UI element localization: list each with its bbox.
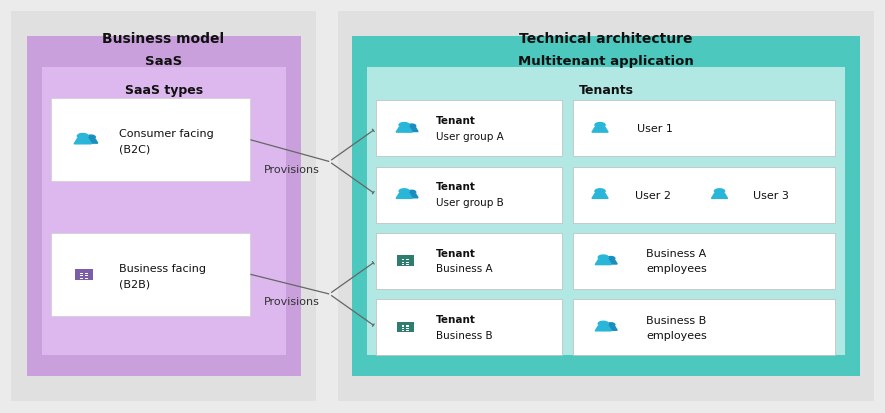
- Polygon shape: [396, 128, 412, 133]
- Bar: [573, 299, 835, 355]
- Text: Business facing: Business facing: [119, 263, 205, 273]
- Circle shape: [607, 257, 615, 261]
- Bar: [376, 299, 562, 355]
- Circle shape: [598, 321, 608, 326]
- Bar: [51, 233, 250, 316]
- Text: Tenant: Tenant: [436, 182, 476, 192]
- Polygon shape: [405, 128, 418, 132]
- Bar: [81, 278, 83, 279]
- Text: Provisions: Provisions: [264, 297, 320, 306]
- Polygon shape: [604, 261, 617, 264]
- Text: Business A: Business A: [436, 263, 493, 274]
- Circle shape: [408, 191, 416, 195]
- Bar: [573, 101, 835, 157]
- Bar: [402, 260, 404, 261]
- Bar: [85, 278, 88, 279]
- Bar: [11, 12, 316, 401]
- Polygon shape: [592, 128, 608, 133]
- Bar: [376, 101, 562, 157]
- Text: Technical architecture: Technical architecture: [519, 32, 693, 46]
- Text: User group B: User group B: [436, 197, 504, 208]
- Bar: [27, 37, 301, 376]
- Circle shape: [399, 189, 409, 194]
- Bar: [367, 68, 845, 355]
- Bar: [352, 37, 860, 376]
- Bar: [406, 328, 409, 329]
- Bar: [402, 328, 404, 329]
- Bar: [573, 167, 835, 223]
- Bar: [397, 322, 413, 333]
- Bar: [376, 233, 562, 289]
- Text: User group A: User group A: [436, 131, 504, 142]
- Bar: [85, 275, 88, 277]
- Circle shape: [607, 323, 615, 327]
- Polygon shape: [596, 326, 612, 331]
- Bar: [406, 264, 409, 266]
- Text: (B2C): (B2C): [119, 145, 150, 154]
- Text: Tenant: Tenant: [436, 248, 476, 258]
- Bar: [573, 233, 835, 289]
- Circle shape: [714, 189, 725, 194]
- Text: employees: employees: [646, 263, 707, 274]
- Bar: [397, 256, 413, 267]
- Bar: [85, 273, 88, 274]
- Text: employees: employees: [646, 330, 707, 340]
- Text: Consumer facing: Consumer facing: [119, 129, 213, 139]
- Text: Business B: Business B: [436, 330, 493, 340]
- Text: SaaS: SaaS: [145, 55, 182, 67]
- Polygon shape: [396, 194, 412, 199]
- Bar: [42, 68, 286, 355]
- Text: Business B: Business B: [646, 315, 706, 325]
- Polygon shape: [592, 194, 608, 199]
- Bar: [406, 262, 409, 263]
- Bar: [75, 269, 93, 280]
- Text: User 3: User 3: [753, 190, 789, 200]
- Circle shape: [595, 189, 605, 194]
- Circle shape: [87, 136, 96, 140]
- Bar: [338, 12, 874, 401]
- Bar: [402, 326, 404, 327]
- Bar: [376, 167, 562, 223]
- Text: Business model: Business model: [103, 32, 224, 46]
- Bar: [406, 326, 409, 327]
- Polygon shape: [596, 260, 612, 265]
- Bar: [81, 273, 83, 274]
- Circle shape: [595, 123, 605, 128]
- Polygon shape: [604, 327, 617, 330]
- Circle shape: [399, 123, 409, 128]
- Text: Multitenant application: Multitenant application: [519, 55, 694, 67]
- Polygon shape: [74, 139, 91, 145]
- Circle shape: [77, 134, 88, 139]
- Text: Business A: Business A: [646, 249, 706, 259]
- Text: SaaS types: SaaS types: [125, 84, 204, 97]
- Circle shape: [408, 125, 416, 128]
- Text: Provisions: Provisions: [264, 164, 320, 174]
- Bar: [406, 330, 409, 332]
- Bar: [406, 260, 409, 261]
- Bar: [402, 262, 404, 263]
- Bar: [402, 330, 404, 332]
- Polygon shape: [405, 195, 418, 198]
- Bar: [51, 99, 250, 182]
- Polygon shape: [712, 194, 727, 199]
- Text: Tenants: Tenants: [579, 84, 634, 97]
- Text: Tenant: Tenant: [436, 314, 476, 324]
- Bar: [402, 264, 404, 266]
- Polygon shape: [84, 140, 97, 144]
- Text: User 1: User 1: [637, 124, 673, 134]
- Text: (B2B): (B2B): [119, 279, 150, 289]
- Circle shape: [598, 255, 608, 260]
- Text: User 2: User 2: [635, 190, 672, 200]
- Text: Tenant: Tenant: [436, 116, 476, 126]
- Bar: [81, 275, 83, 277]
